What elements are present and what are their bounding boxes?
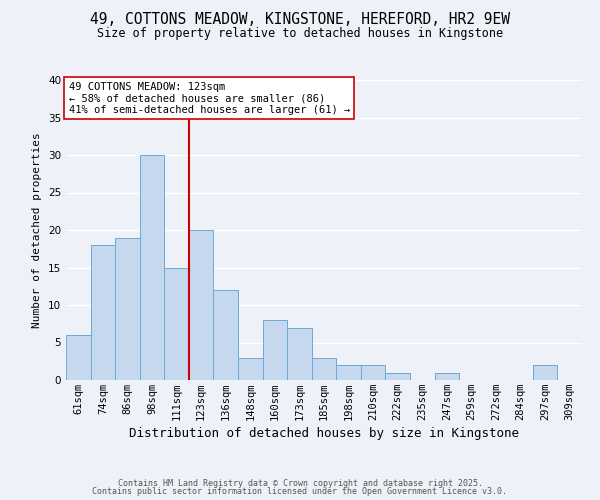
Y-axis label: Number of detached properties: Number of detached properties [32,132,43,328]
Text: Size of property relative to detached houses in Kingstone: Size of property relative to detached ho… [97,28,503,40]
Bar [385,372,410,380]
Bar [214,290,238,380]
Bar [91,245,115,380]
Bar [238,358,263,380]
Text: 49, COTTONS MEADOW, KINGSTONE, HEREFORD, HR2 9EW: 49, COTTONS MEADOW, KINGSTONE, HEREFORD,… [90,12,510,28]
Bar [361,365,385,380]
Bar [189,230,214,380]
Bar [263,320,287,380]
Bar [66,335,91,380]
X-axis label: Distribution of detached houses by size in Kingstone: Distribution of detached houses by size … [129,427,519,440]
Bar [115,238,140,380]
Bar [140,155,164,380]
Bar [164,268,189,380]
Text: Contains HM Land Registry data © Crown copyright and database right 2025.: Contains HM Land Registry data © Crown c… [118,478,482,488]
Bar [287,328,312,380]
Bar [336,365,361,380]
Text: 49 COTTONS MEADOW: 123sqm
← 58% of detached houses are smaller (86)
41% of semi-: 49 COTTONS MEADOW: 123sqm ← 58% of detac… [68,82,350,114]
Text: Contains public sector information licensed under the Open Government Licence v3: Contains public sector information licen… [92,487,508,496]
Bar [533,365,557,380]
Bar [312,358,336,380]
Bar [434,372,459,380]
